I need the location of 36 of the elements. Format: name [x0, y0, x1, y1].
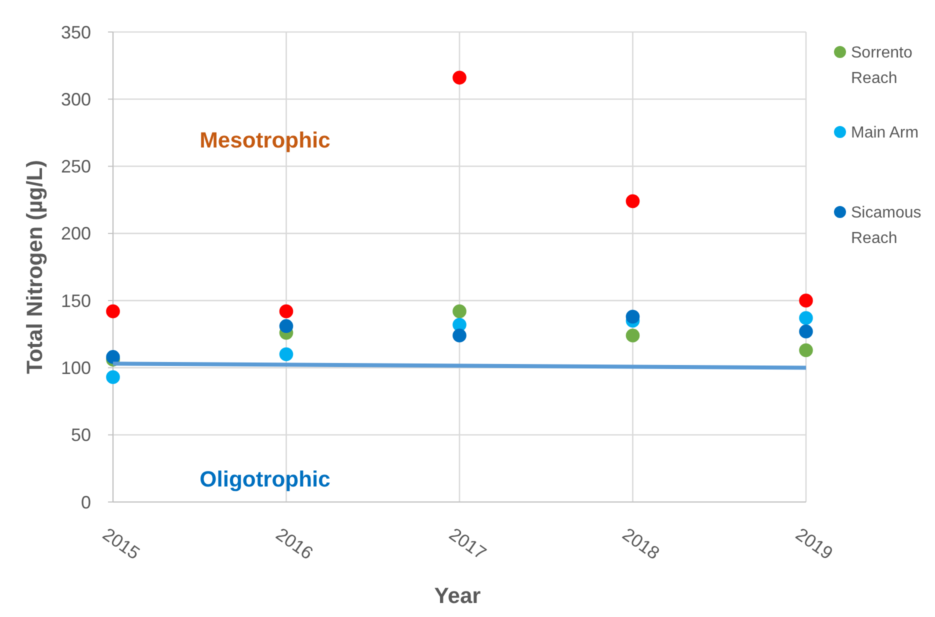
y-tick-label: 150 — [60, 290, 91, 311]
legend-label: Sicamous Reach — [851, 204, 922, 248]
y-tick-label: 100 — [60, 358, 91, 378]
point — [626, 194, 640, 208]
x-tick-label: 2019 — [792, 524, 836, 564]
y-tick-label: 250 — [60, 156, 91, 177]
legend-label: Sorrento Reach — [851, 44, 912, 88]
x-tick-label: 2017 — [446, 524, 490, 564]
y-tick-label: 0 — [80, 492, 91, 512]
annotation: Oligotrophic — [200, 466, 330, 492]
point — [799, 294, 813, 308]
point — [799, 324, 813, 338]
x-axis-title: Year — [434, 583, 482, 608]
point — [106, 304, 120, 318]
point — [106, 370, 120, 384]
point — [799, 311, 813, 325]
y-tick-label: 50 — [70, 425, 91, 446]
point — [452, 70, 466, 85]
point — [279, 304, 294, 318]
point — [452, 304, 466, 318]
x-tick-label: 2016 — [272, 524, 317, 564]
x-tick-label: 2018 — [618, 524, 664, 564]
annotation: Mesotrophic — [200, 128, 330, 153]
point — [626, 310, 640, 324]
point — [279, 319, 294, 333]
y-tick-label: 200 — [60, 224, 91, 244]
y-tick-label: 350 — [60, 22, 91, 42]
y-tick-label: 300 — [60, 89, 91, 110]
legend-label: Main Arm — [851, 124, 919, 142]
point — [626, 328, 640, 342]
point — [799, 343, 813, 358]
x-tick-label: 2015 — [99, 524, 144, 564]
point — [279, 347, 294, 362]
y-axis-title: Total Nitrogen (µg/L) — [22, 160, 47, 374]
point — [452, 328, 466, 342]
point — [106, 350, 120, 364]
